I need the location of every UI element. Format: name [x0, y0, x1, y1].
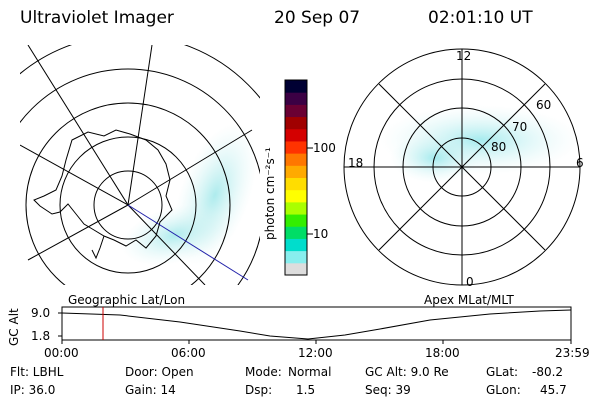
- timeline-ytick-low: 1.8: [31, 329, 51, 343]
- timeline-ytick-high: 9.0: [31, 306, 51, 320]
- glon-value: 45.7: [540, 383, 567, 397]
- meridians: [20, 45, 253, 285]
- glat-value: -80.2: [532, 365, 564, 379]
- mlt-label-top: 12: [456, 49, 472, 63]
- mode-label: Mode:: [245, 365, 282, 379]
- colorbar-segment: [285, 128, 307, 142]
- timeline-frame: [61, 306, 572, 341]
- colorbar-frame: [284, 79, 308, 276]
- mlt-spokes: [344, 49, 580, 285]
- mlt-label-left: 18: [348, 156, 364, 170]
- timeline-xtick-1: 06:00: [171, 346, 206, 360]
- colorbar-segment: [285, 165, 307, 178]
- gain-info: Gain: 14: [125, 383, 176, 397]
- colorbar-segment: [285, 262, 307, 276]
- timeline-xtick-3: 18:00: [425, 346, 460, 360]
- antarctica-outline: [33, 129, 173, 249]
- timeline-xtick-4: 23:59: [555, 346, 590, 360]
- gc-alt-info: GC Alt: 9.0 Re: [365, 365, 449, 379]
- mlat-label-60: 60: [536, 98, 552, 112]
- altitude-curve: [61, 309, 572, 340]
- colorbar-segment: [285, 238, 307, 252]
- peninsula-outline: [91, 235, 105, 260]
- aurora-emission-right-center: [390, 133, 480, 183]
- colorbar: [284, 79, 313, 276]
- colorbar-segment: [285, 80, 307, 93]
- mlat-label-80: 80: [491, 140, 507, 154]
- latitude-circles: [20, 45, 260, 285]
- geographic-label: Geographic Lat/Lon: [68, 293, 186, 307]
- seq-info: Seq: 39: [365, 383, 411, 397]
- apex-polar-plot: [343, 48, 581, 286]
- colorbar-tick-label-100: 100: [313, 141, 336, 155]
- time-label: 02:01:10 UT: [428, 8, 533, 28]
- sun-direction-line: [127, 204, 249, 281]
- colorbar-segment: [285, 214, 307, 227]
- timeline-axis-label: GC Alt: [7, 308, 21, 346]
- altitude-timeline: [58, 306, 572, 344]
- colorbar-segment: [285, 189, 307, 203]
- dsp-value: 1.5: [296, 383, 316, 397]
- aurora-emission-left-lower: [121, 204, 229, 266]
- door-info: Door: Open: [125, 365, 194, 379]
- colorbar-unit-label: photon cm⁻²s⁻¹: [263, 147, 277, 240]
- date-label: 20 Sep 07: [274, 8, 361, 28]
- colorbar-tick-label-10: 10: [313, 227, 329, 241]
- colorbar-segment: [285, 140, 307, 154]
- timeline-xtick-0: 00:00: [44, 346, 79, 360]
- instrument-title: Ultraviolet Imager: [20, 8, 174, 28]
- colorbar-segment: [285, 226, 307, 239]
- glon-label: GLon:: [486, 383, 521, 397]
- mlt-label-bottom: 0: [466, 275, 474, 289]
- mode-value: Normal: [288, 365, 332, 379]
- colorbar-segment: [285, 177, 307, 191]
- timeline-xtick-2: 12:00: [298, 346, 333, 360]
- colorbar-segment: [285, 92, 307, 105]
- timeline-ticks: [58, 312, 572, 344]
- filter-info: Flt: LBHL: [10, 365, 64, 379]
- ip-info: IP: 36.0: [10, 383, 56, 397]
- mlat-label-70: 70: [512, 120, 528, 134]
- colorbar-segment: [285, 250, 307, 264]
- colorbar-segment: [285, 153, 307, 166]
- dsp-label: Dsp:: [245, 383, 273, 397]
- glat-label: GLat:: [486, 365, 519, 379]
- apex-label: Apex MLat/MLT: [424, 293, 514, 307]
- colorbar-segment: [285, 104, 307, 118]
- colorbar-segment: [285, 116, 307, 130]
- geographic-map: [20, 45, 260, 285]
- colorbar-segment: [285, 201, 307, 215]
- mlt-label-right: 6: [576, 156, 584, 170]
